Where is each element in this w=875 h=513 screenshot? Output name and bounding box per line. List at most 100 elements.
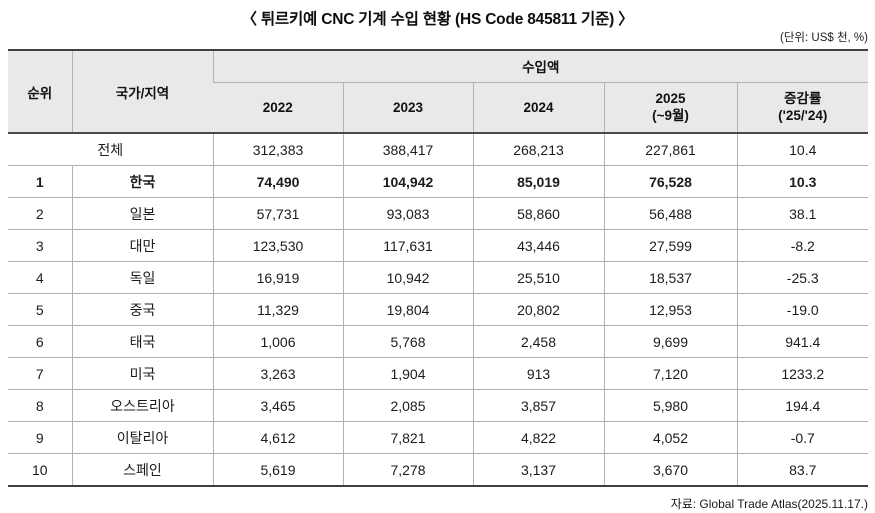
change-cell: 83.7 (736, 453, 869, 487)
value-cell: 5,980 (603, 389, 737, 422)
value-cell: 16,919 (212, 261, 343, 294)
rank-cell: 4 (8, 261, 72, 294)
value-cell: 3,137 (472, 453, 604, 487)
value-cell: 19,804 (342, 293, 473, 326)
value-cell: 3,263 (212, 357, 343, 390)
col-header-change-label: 증감률 (784, 90, 822, 106)
rank-cell: 6 (8, 325, 72, 358)
change-cell: 1233.2 (736, 357, 869, 390)
col-header-2025-range: (~9월) (652, 108, 689, 124)
value-cell: 43,446 (472, 229, 604, 262)
country-cell: 오스트리아 (71, 389, 213, 422)
col-header-country: 국가/지역 (71, 50, 213, 134)
col-header-change: 증감률 ('25/'24) (736, 82, 869, 134)
value-cell: 1,904 (342, 357, 473, 390)
value-cell: 7,278 (342, 453, 473, 487)
value-cell: 123,530 (212, 229, 343, 262)
col-header-2025: 2025 (~9월) (603, 82, 737, 134)
value-cell: 76,528 (603, 165, 737, 198)
value-cell: 104,942 (342, 165, 473, 198)
col-header-change-period: ('25/'24) (778, 108, 828, 124)
value-cell: 57,731 (212, 197, 343, 230)
col-header-rank: 순위 (8, 50, 72, 134)
change-cell: 194.4 (736, 389, 869, 422)
source-note: 자료: Global Trade Atlas(2025.11.17.) (670, 497, 868, 511)
table-row: 8 오스트리아 3,465 2,085 3,857 5,980 194.4 (8, 389, 869, 422)
table-row: 7 미국 3,263 1,904 913 7,120 1233.2 (8, 357, 869, 390)
rank-cell: 2 (8, 197, 72, 230)
col-header-2022: 2022 (213, 82, 343, 134)
value-cell: 388,417 (342, 133, 473, 166)
value-cell: 56,488 (603, 197, 737, 230)
country-cell: 스페인 (71, 453, 213, 487)
change-cell: -0.7 (736, 421, 869, 454)
rank-cell: 1 (8, 165, 72, 198)
country-cell: 태국 (71, 325, 213, 358)
value-cell: 913 (472, 357, 604, 390)
table-row: 6 태국 1,006 5,768 2,458 9,699 941.4 (8, 325, 869, 358)
col-header-2025-year: 2025 (655, 90, 686, 106)
value-cell: 20,802 (472, 293, 604, 326)
value-cell: 5,619 (212, 453, 343, 487)
change-cell: 38.1 (736, 197, 869, 230)
import-table: 순위 국가/지역 수입액 2022 2023 2024 2025 (~9월) 증… (8, 49, 869, 487)
country-cell: 전체 (8, 133, 213, 166)
value-cell: 227,861 (603, 133, 737, 166)
value-cell: 74,490 (212, 165, 343, 198)
col-header-import-group: 수입액 (212, 50, 869, 83)
value-cell: 268,213 (472, 133, 604, 166)
change-cell: 10.3 (736, 165, 869, 198)
rank-cell: 3 (8, 229, 72, 262)
value-cell: 12,953 (603, 293, 737, 326)
table-row: 4 독일 16,919 10,942 25,510 18,537 -25.3 (8, 261, 869, 294)
value-cell: 93,083 (342, 197, 473, 230)
value-cell: 4,052 (603, 421, 737, 454)
value-cell: 10,942 (342, 261, 473, 294)
value-cell: 27,599 (603, 229, 737, 262)
table-row: 9 이탈리아 4,612 7,821 4,822 4,052 -0.7 (8, 421, 869, 454)
value-cell: 5,768 (342, 325, 473, 358)
value-cell: 3,670 (603, 453, 737, 487)
country-cell: 중국 (71, 293, 213, 326)
rank-cell: 9 (8, 421, 72, 454)
value-cell: 85,019 (472, 165, 604, 198)
change-cell: 941.4 (736, 325, 869, 358)
col-header-2024: 2024 (472, 82, 604, 134)
value-cell: 4,612 (212, 421, 343, 454)
country-cell: 이탈리아 (71, 421, 213, 454)
table-row: 5 중국 11,329 19,804 20,802 12,953 -19.0 (8, 293, 869, 326)
value-cell: 11,329 (212, 293, 343, 326)
value-cell: 9,699 (603, 325, 737, 358)
value-cell: 3,857 (472, 389, 604, 422)
table-body: 전체 312,383 388,417 268,213 227,861 10.4 … (8, 133, 869, 487)
change-cell: -8.2 (736, 229, 869, 262)
table-row: 1 한국 74,490 104,942 85,019 76,528 10.3 (8, 165, 869, 198)
change-cell: -25.3 (736, 261, 869, 294)
change-cell: -19.0 (736, 293, 869, 326)
rank-cell: 7 (8, 357, 72, 390)
change-cell: 10.4 (736, 133, 869, 166)
value-cell: 4,822 (472, 421, 604, 454)
value-cell: 2,085 (342, 389, 473, 422)
rank-cell: 10 (8, 453, 72, 487)
value-cell: 7,120 (603, 357, 737, 390)
country-cell: 대만 (71, 229, 213, 262)
value-cell: 58,860 (472, 197, 604, 230)
value-cell: 25,510 (472, 261, 604, 294)
table-row-total: 전체 312,383 388,417 268,213 227,861 10.4 (8, 133, 869, 166)
rank-cell: 8 (8, 389, 72, 422)
country-cell: 한국 (71, 165, 213, 198)
country-cell: 미국 (71, 357, 213, 390)
table-header: 순위 국가/지역 수입액 2022 2023 2024 2025 (~9월) 증… (8, 50, 869, 134)
unit-note: (단위: US$ 천, %) (780, 32, 868, 44)
page-title: 〈 튀르키예 CNC 기계 수입 현황 (HS Code 845811 기준) … (241, 11, 634, 28)
value-cell: 7,821 (342, 421, 473, 454)
country-cell: 독일 (71, 261, 213, 294)
table-row: 3 대만 123,530 117,631 43,446 27,599 -8.2 (8, 229, 869, 262)
col-header-2023: 2023 (342, 82, 473, 134)
value-cell: 1,006 (212, 325, 343, 358)
value-cell: 3,465 (212, 389, 343, 422)
table-row: 2 일본 57,731 93,083 58,860 56,488 38.1 (8, 197, 869, 230)
value-cell: 18,537 (603, 261, 737, 294)
